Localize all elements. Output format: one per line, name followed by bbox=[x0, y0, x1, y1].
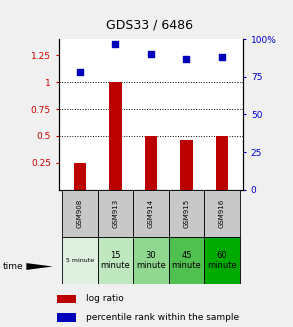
Text: percentile rank within the sample: percentile rank within the sample bbox=[86, 313, 239, 322]
Text: 60
minute: 60 minute bbox=[207, 251, 237, 270]
Text: GDS33 / 6486: GDS33 / 6486 bbox=[106, 18, 193, 31]
Text: GSM915: GSM915 bbox=[183, 199, 189, 228]
Bar bbox=[204, 190, 240, 237]
Text: GSM916: GSM916 bbox=[219, 199, 225, 228]
Text: GSM914: GSM914 bbox=[148, 199, 154, 228]
Bar bbox=[133, 190, 169, 237]
Point bbox=[78, 70, 82, 75]
Point bbox=[184, 56, 189, 61]
Text: GSM908: GSM908 bbox=[77, 199, 83, 228]
Text: time: time bbox=[3, 262, 23, 271]
Polygon shape bbox=[26, 263, 53, 270]
Bar bbox=[145, 136, 157, 190]
Point bbox=[149, 52, 153, 57]
Text: log ratio: log ratio bbox=[86, 294, 123, 303]
Bar bbox=[57, 295, 76, 303]
Point bbox=[113, 41, 118, 46]
Text: 30
minute: 30 minute bbox=[136, 251, 166, 270]
Bar bbox=[133, 237, 169, 284]
Bar bbox=[216, 136, 228, 190]
Bar bbox=[204, 237, 240, 284]
Bar bbox=[62, 237, 98, 284]
Bar bbox=[180, 140, 193, 190]
Bar bbox=[57, 313, 76, 322]
Bar bbox=[62, 190, 98, 237]
Bar bbox=[109, 82, 122, 190]
Bar bbox=[169, 190, 204, 237]
Point bbox=[219, 55, 224, 60]
Text: 15
minute: 15 minute bbox=[100, 251, 130, 270]
Bar bbox=[169, 237, 204, 284]
Bar bbox=[98, 190, 133, 237]
Text: GSM913: GSM913 bbox=[113, 199, 118, 228]
Text: 45
minute: 45 minute bbox=[171, 251, 201, 270]
Bar bbox=[98, 237, 133, 284]
Text: 5 minute: 5 minute bbox=[66, 258, 94, 263]
Bar bbox=[74, 163, 86, 190]
